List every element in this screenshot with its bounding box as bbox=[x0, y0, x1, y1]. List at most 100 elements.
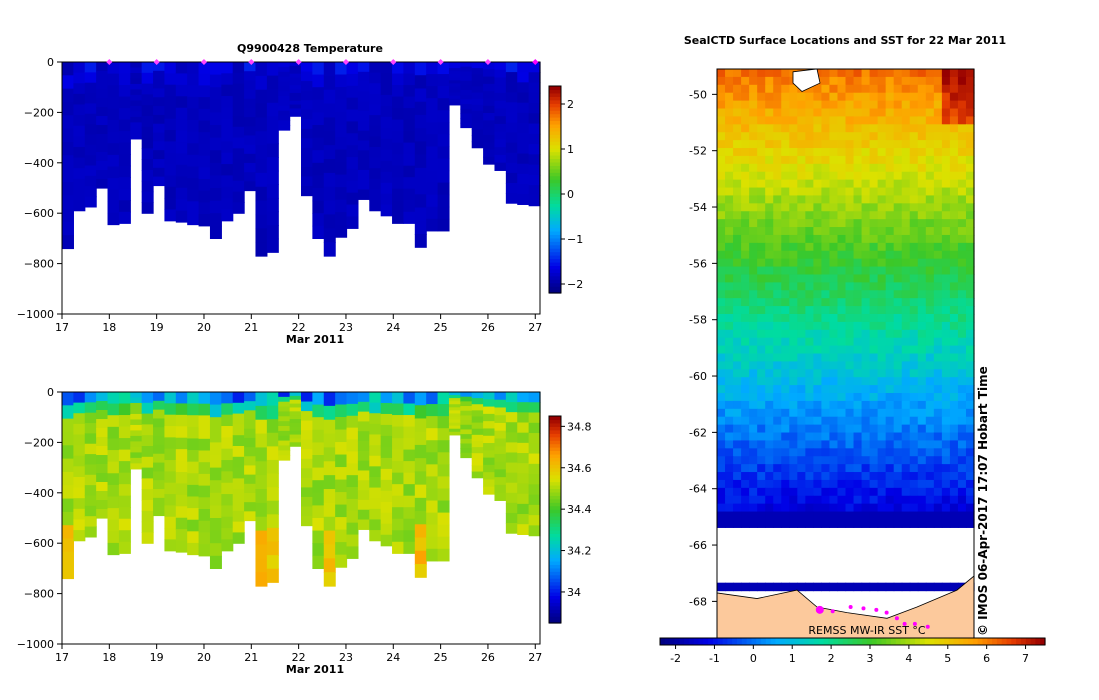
sst-colorbar-step bbox=[1025, 638, 1032, 645]
sst-cell bbox=[885, 432, 895, 442]
sst-cell bbox=[813, 140, 823, 149]
sst-cell bbox=[725, 345, 734, 355]
sst-cell bbox=[925, 440, 935, 449]
sst-cell bbox=[805, 203, 814, 212]
sal-cell bbox=[528, 453, 541, 465]
temp-cell bbox=[312, 87, 325, 101]
temp-cell bbox=[494, 131, 507, 140]
sst-cell bbox=[813, 329, 823, 339]
sst-cell bbox=[845, 124, 855, 133]
sst-cell bbox=[757, 329, 766, 339]
temp-cell bbox=[187, 143, 200, 156]
temp-cell bbox=[221, 62, 234, 74]
sst-cell bbox=[797, 369, 806, 378]
sst-cell bbox=[925, 377, 935, 386]
temp-cell bbox=[517, 112, 530, 124]
sst-cell bbox=[797, 203, 806, 212]
sst-colorbar-step bbox=[987, 638, 993, 645]
sal-cell bbox=[414, 471, 427, 486]
sst-cell bbox=[909, 448, 919, 457]
sst-cell bbox=[765, 290, 774, 299]
sst-cell bbox=[949, 227, 959, 236]
sst-cell bbox=[869, 163, 879, 173]
sst-cell bbox=[829, 155, 839, 165]
temp-cell bbox=[244, 126, 257, 137]
sst-cell bbox=[941, 163, 951, 173]
sst-cell bbox=[845, 290, 855, 299]
sal-cell bbox=[517, 493, 530, 505]
temp-colorbar-step bbox=[549, 134, 561, 139]
sst-cell bbox=[893, 290, 903, 299]
temp-cell bbox=[471, 92, 484, 100]
temp-cell bbox=[312, 74, 325, 88]
sst-cell bbox=[837, 148, 847, 157]
sst-cell bbox=[925, 321, 935, 331]
sal-cell bbox=[198, 450, 211, 463]
sst-cell bbox=[789, 211, 798, 220]
sst-cell bbox=[957, 242, 967, 252]
temp-cell bbox=[221, 84, 234, 97]
sal-cell bbox=[505, 512, 518, 524]
sal-cell bbox=[62, 471, 74, 486]
sal-cell bbox=[209, 543, 222, 557]
sst-cell bbox=[957, 258, 967, 268]
sal-cell bbox=[335, 542, 348, 556]
sst-cell bbox=[733, 400, 742, 410]
temp-cell bbox=[244, 117, 257, 127]
sal-colorbar-step bbox=[549, 612, 561, 617]
sst-cell bbox=[909, 479, 919, 489]
sst-cell bbox=[725, 393, 734, 402]
temp-cell bbox=[301, 81, 313, 92]
sst-cell bbox=[901, 195, 911, 204]
sst-cell bbox=[949, 132, 959, 141]
sal-cell bbox=[460, 443, 473, 449]
sst-cell bbox=[949, 274, 959, 283]
sal-cell bbox=[232, 510, 245, 523]
temp-colorbar-step bbox=[549, 113, 561, 118]
sst-cell bbox=[893, 306, 903, 315]
seal-location-marker bbox=[902, 621, 907, 626]
temp-cell bbox=[84, 93, 97, 104]
temp-cell bbox=[141, 116, 154, 128]
temp-cell bbox=[301, 90, 313, 101]
temp-cell bbox=[73, 157, 86, 169]
sal-cell bbox=[403, 541, 416, 554]
sst-cell bbox=[821, 377, 831, 386]
sst-cell bbox=[757, 440, 766, 449]
sst-cell bbox=[813, 179, 823, 189]
sal-cell bbox=[505, 432, 518, 443]
sal-cell bbox=[278, 455, 291, 461]
sst-cell bbox=[781, 132, 790, 141]
sst-cell bbox=[805, 179, 814, 189]
sst-cell bbox=[789, 345, 798, 355]
sst-cell bbox=[733, 313, 742, 323]
temp-cell bbox=[289, 104, 302, 110]
sal-cell bbox=[84, 485, 97, 497]
sst-colorbar-step bbox=[982, 638, 988, 645]
sst-cell bbox=[749, 432, 758, 442]
sst-cell bbox=[869, 282, 879, 291]
sst-cell bbox=[733, 242, 742, 252]
sst-cell bbox=[821, 219, 831, 228]
sst-cell bbox=[965, 464, 975, 473]
sst-cell bbox=[789, 369, 798, 378]
sst-cell bbox=[869, 100, 879, 110]
sal-cell bbox=[153, 409, 166, 420]
sal-cell bbox=[357, 480, 370, 491]
sst-cell bbox=[837, 219, 847, 228]
sal-cell bbox=[130, 430, 143, 437]
temp-cell bbox=[312, 200, 325, 214]
sst-cell bbox=[877, 511, 887, 521]
sst-cell bbox=[717, 274, 726, 283]
sst-cell bbox=[837, 84, 847, 94]
temp-cell bbox=[471, 68, 484, 75]
sst-cell bbox=[909, 511, 919, 521]
sal-y-tick-label: −1000 bbox=[17, 638, 54, 651]
sst-cell bbox=[917, 345, 927, 355]
sal-cell bbox=[392, 415, 405, 428]
temp-cell bbox=[221, 96, 234, 108]
sst-cell bbox=[861, 385, 871, 394]
sst-cell bbox=[917, 400, 927, 410]
sst-cell bbox=[925, 456, 935, 465]
